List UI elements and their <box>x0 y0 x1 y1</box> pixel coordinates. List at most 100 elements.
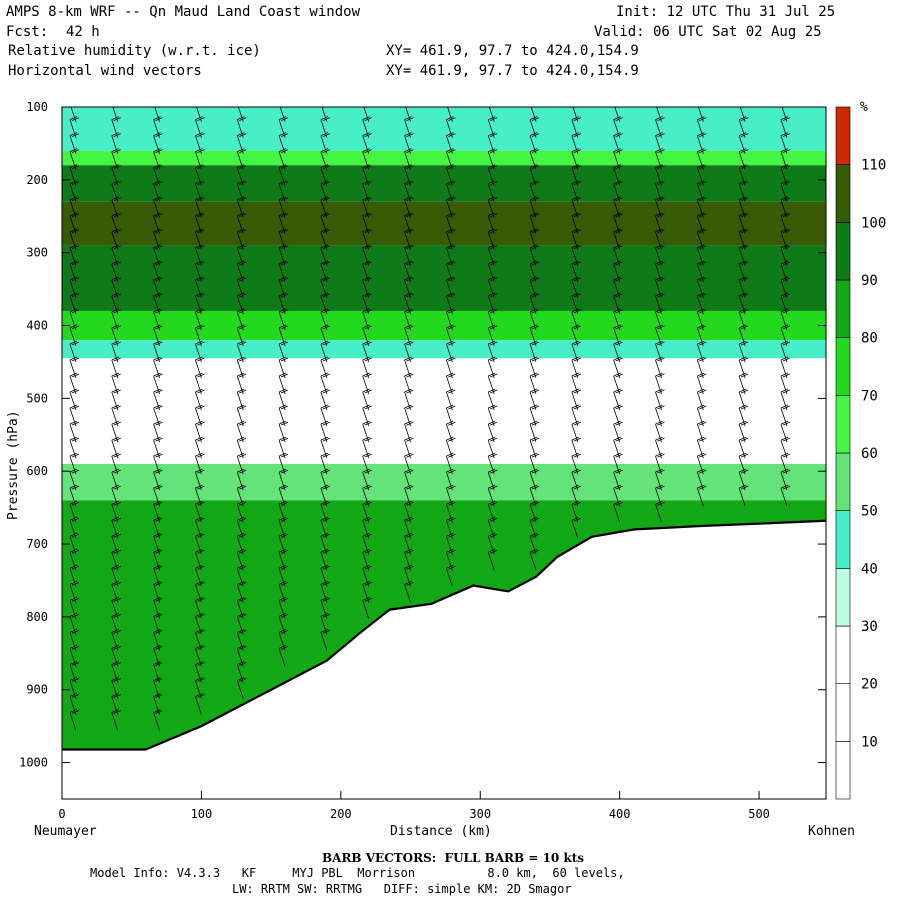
wind-barb <box>278 500 289 523</box>
wind-barb <box>529 308 540 331</box>
colorbar-level-label: 110 <box>861 158 886 174</box>
wind-barb <box>153 484 163 507</box>
wind-barb <box>613 404 623 427</box>
wind-barb <box>236 484 247 507</box>
wind-barb <box>111 500 121 523</box>
wind-barb <box>780 260 791 282</box>
wind-barb <box>195 548 205 571</box>
wind-barb <box>111 132 121 154</box>
wind-barb <box>153 500 163 523</box>
wind-barb <box>404 340 414 363</box>
wind-barb <box>153 693 163 715</box>
wind-barb <box>153 388 163 411</box>
wind-barb <box>780 308 791 331</box>
wind-barb <box>404 452 414 475</box>
wind-barb <box>445 116 456 138</box>
wind-barb <box>153 260 163 282</box>
wind-barb <box>195 564 205 587</box>
wind-barb <box>529 356 540 379</box>
wind-barb <box>278 244 289 266</box>
wind-barb <box>655 180 665 202</box>
wind-barb <box>571 324 581 347</box>
rh-band-2 <box>62 165 826 202</box>
wind-barb <box>195 532 205 555</box>
colorbar-swatch <box>835 279 851 338</box>
wind-barb <box>445 452 456 475</box>
wind-barb <box>445 164 456 186</box>
wind-barb <box>571 308 581 331</box>
wind-barb <box>613 420 623 443</box>
wind-barb <box>236 196 247 218</box>
wind-barb <box>696 372 707 395</box>
wind-barb <box>404 516 414 539</box>
wind-barb <box>571 452 581 475</box>
wind-barb <box>195 468 205 491</box>
wind-barb <box>362 436 372 459</box>
wind-barb <box>320 324 331 347</box>
wind-barb <box>320 436 331 459</box>
wind-barb <box>445 564 456 587</box>
y-axis-label: Pressure (hPa) <box>6 410 21 520</box>
rh-band-3 <box>62 201 826 246</box>
rh-band-4 <box>62 245 826 311</box>
wind-barb <box>487 260 498 282</box>
wind-barb <box>696 356 707 379</box>
wind-barb <box>111 420 121 443</box>
rh-band-6 <box>62 340 826 359</box>
wind-barb <box>487 324 498 347</box>
wind-barb <box>445 548 456 571</box>
wind-barb <box>487 548 498 571</box>
wind-barb <box>111 308 121 331</box>
wind-barb <box>571 148 581 170</box>
wind-barb <box>696 484 707 507</box>
wind-barb <box>237 107 244 122</box>
wind-barb <box>111 677 121 699</box>
wind-barb <box>404 116 414 138</box>
wind-barb <box>362 564 372 587</box>
wind-barb <box>278 629 289 651</box>
wind-barb <box>320 244 331 266</box>
wind-barb <box>320 164 331 186</box>
terrain-mask <box>62 520 826 799</box>
wind-barb <box>153 516 163 539</box>
wind-barb <box>195 196 205 218</box>
wind-barb <box>445 516 456 539</box>
wind-barb <box>195 661 205 683</box>
wind-barb <box>69 292 80 314</box>
colorbar-level-label: 20 <box>861 677 878 693</box>
wind-barb <box>362 340 372 363</box>
wind-barb <box>696 244 707 266</box>
wind-barb <box>738 436 749 459</box>
wind-barb <box>69 500 80 523</box>
wind-barb <box>655 116 665 138</box>
wind-barb <box>445 260 456 282</box>
wind-barb <box>153 596 163 619</box>
wind-barb <box>69 693 80 715</box>
wind-barb <box>404 132 414 154</box>
wind-barb <box>195 452 205 475</box>
wind-barb <box>278 180 289 202</box>
terrain-surface-line <box>62 519 826 751</box>
wind-barb <box>320 548 331 571</box>
wind-barb <box>404 436 414 459</box>
wind-barb <box>738 228 749 250</box>
wind-barb <box>111 196 121 218</box>
wind-barb <box>488 107 495 122</box>
wind-barb <box>655 164 665 186</box>
wind-barb <box>278 564 289 587</box>
wind-barb <box>236 324 247 347</box>
chart-title: AMPS 8-km WRF -- Qn Maud Land Coast wind… <box>6 4 361 20</box>
wind-barb <box>572 107 579 122</box>
wind-barb <box>111 164 121 186</box>
wind-barb <box>655 276 665 298</box>
rh-band-0 <box>62 107 826 151</box>
wind-barb <box>362 516 372 539</box>
model-info: Model Info: V4.3.3 KF MYJ PBL Morrison 8… <box>90 866 625 880</box>
wind-barb <box>445 292 456 314</box>
wind-barb <box>111 709 121 731</box>
wind-barb <box>571 500 581 523</box>
wind-barb <box>111 548 121 571</box>
wind-barb <box>153 580 163 603</box>
wind-barb <box>613 356 623 379</box>
wind-barb <box>153 629 163 651</box>
